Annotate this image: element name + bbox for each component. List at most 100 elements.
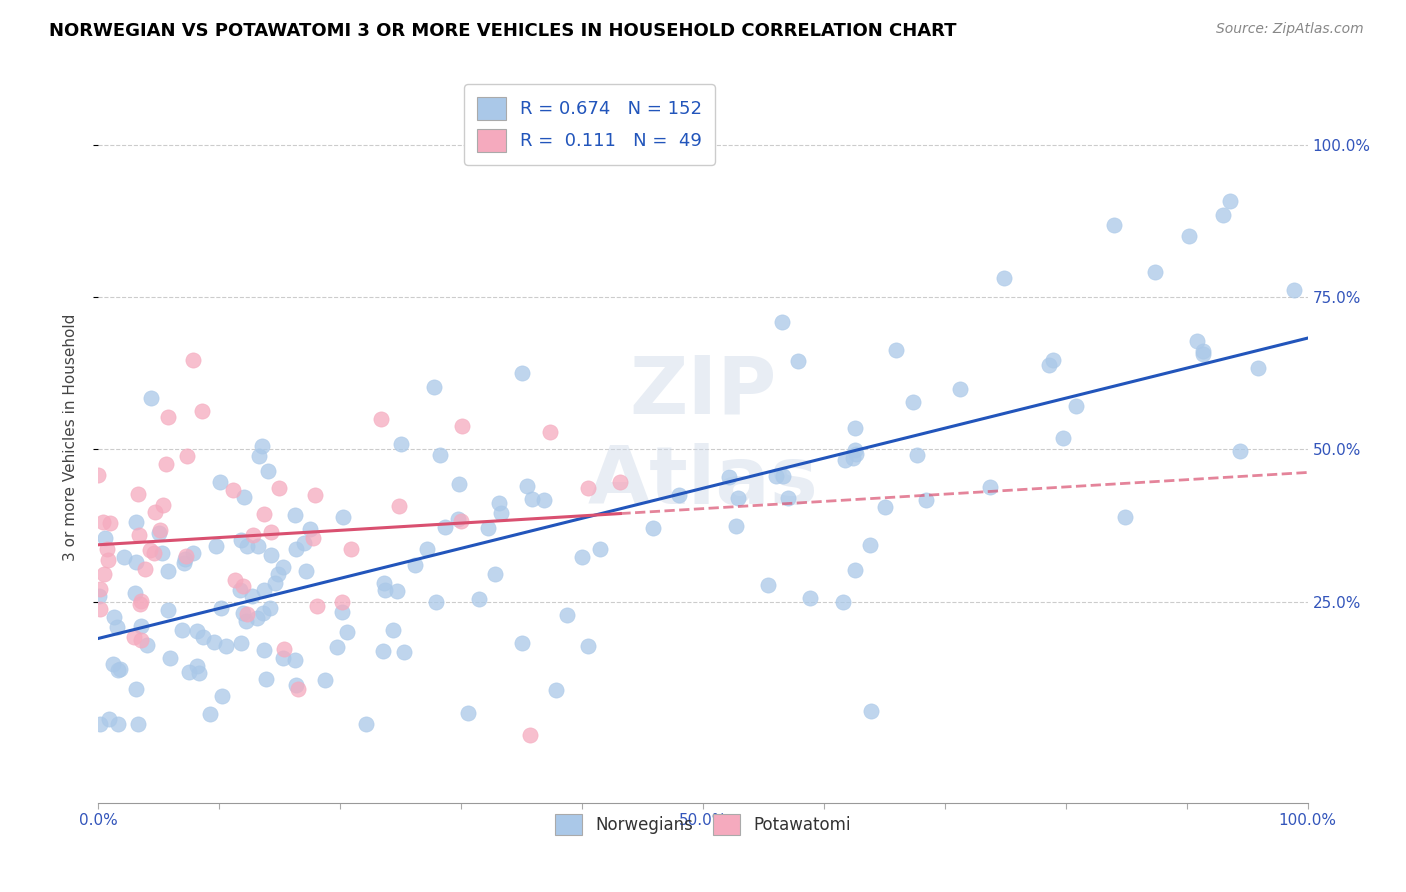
Point xyxy=(392,645,415,659)
Point xyxy=(236,540,259,554)
Point xyxy=(269,481,291,495)
Point xyxy=(177,665,200,679)
Point xyxy=(516,479,538,493)
Point xyxy=(284,542,307,557)
Point xyxy=(832,595,855,609)
Point xyxy=(717,470,740,484)
Point xyxy=(298,523,321,537)
Point xyxy=(149,523,172,537)
Point xyxy=(302,531,325,545)
Text: Source: ZipAtlas.com: Source: ZipAtlas.com xyxy=(1216,22,1364,37)
Point xyxy=(1143,265,1166,279)
Point xyxy=(215,639,238,653)
Point xyxy=(905,448,928,462)
Point xyxy=(98,516,121,530)
Point xyxy=(1282,283,1305,297)
Point xyxy=(135,638,157,652)
Point xyxy=(250,439,273,453)
Point xyxy=(979,480,1001,494)
Point xyxy=(884,343,907,358)
Point xyxy=(236,607,259,621)
Point xyxy=(842,450,865,465)
Point xyxy=(949,382,972,396)
Point xyxy=(264,575,287,590)
Point xyxy=(538,425,561,439)
Point xyxy=(373,644,395,658)
Point xyxy=(765,468,787,483)
Point xyxy=(641,520,664,534)
Point xyxy=(122,631,145,645)
Point xyxy=(447,512,470,526)
Point xyxy=(96,541,118,556)
Point xyxy=(128,597,150,611)
Point xyxy=(489,506,512,520)
Point xyxy=(152,498,174,512)
Point xyxy=(1038,358,1060,372)
Point xyxy=(141,392,163,406)
Point xyxy=(271,559,294,574)
Point xyxy=(181,352,204,367)
Point xyxy=(834,452,856,467)
Point xyxy=(571,549,593,564)
Point xyxy=(150,546,173,560)
Point xyxy=(915,492,938,507)
Point xyxy=(174,549,197,564)
Point xyxy=(131,633,153,648)
Point xyxy=(91,515,114,529)
Point xyxy=(727,491,749,505)
Point xyxy=(101,657,124,671)
Point xyxy=(1042,353,1064,368)
Point xyxy=(229,582,252,597)
Point xyxy=(107,716,129,731)
Point xyxy=(89,601,111,615)
Point xyxy=(112,549,135,564)
Point xyxy=(173,556,195,570)
Point xyxy=(770,315,793,329)
Point xyxy=(668,488,690,502)
Point xyxy=(1064,399,1087,413)
Point xyxy=(124,586,146,600)
Point xyxy=(254,673,277,687)
Point xyxy=(202,635,225,649)
Point xyxy=(98,712,121,726)
Point xyxy=(1212,208,1234,222)
Point xyxy=(205,539,228,553)
Point xyxy=(190,403,212,417)
Point xyxy=(240,589,263,603)
Point xyxy=(129,619,152,633)
Point xyxy=(370,412,392,426)
Point xyxy=(87,589,110,603)
Point xyxy=(799,591,821,606)
Point xyxy=(389,437,412,451)
Point xyxy=(253,582,276,597)
Point xyxy=(844,421,866,435)
Y-axis label: 3 or more Vehicles in Household: 3 or more Vehicles in Household xyxy=(63,313,77,561)
Point xyxy=(247,539,270,553)
Point xyxy=(252,607,274,621)
Point xyxy=(787,353,810,368)
Text: ZIP
Atlas: ZIP Atlas xyxy=(588,353,818,521)
Point xyxy=(1219,194,1241,208)
Point xyxy=(170,623,193,637)
Point xyxy=(143,505,166,519)
Point xyxy=(176,450,198,464)
Point xyxy=(425,595,447,609)
Point xyxy=(287,682,309,697)
Point xyxy=(330,605,353,619)
Point xyxy=(373,576,395,591)
Point xyxy=(157,564,180,578)
Point xyxy=(125,681,148,696)
Point xyxy=(89,716,111,731)
Point xyxy=(148,526,170,541)
Point xyxy=(388,499,411,513)
Point xyxy=(609,475,631,490)
Point xyxy=(1247,360,1270,375)
Point xyxy=(433,520,456,534)
Point xyxy=(1229,443,1251,458)
Point xyxy=(159,651,181,665)
Point xyxy=(875,500,897,514)
Point xyxy=(257,464,280,478)
Point xyxy=(186,624,208,638)
Point xyxy=(1052,431,1074,445)
Point xyxy=(211,689,233,703)
